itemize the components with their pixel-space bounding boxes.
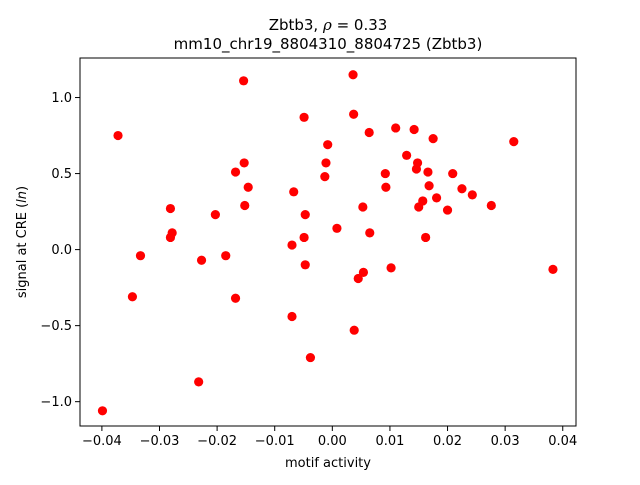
y-tick-label: 0.5 <box>51 167 72 182</box>
data-point <box>165 203 176 214</box>
data-point <box>243 182 253 192</box>
data-point <box>548 264 558 274</box>
data-point <box>167 228 177 238</box>
data-point <box>287 311 297 322</box>
x-tick-label: 0.00 <box>318 434 347 449</box>
data-point <box>113 130 123 141</box>
data-point <box>221 251 231 261</box>
data-point <box>135 251 146 261</box>
data-point <box>196 255 207 265</box>
x-tick-label: 0.02 <box>433 434 462 449</box>
data-point <box>127 292 138 302</box>
y-tick-label: 0.0 <box>51 243 72 258</box>
data-point <box>289 187 299 197</box>
data-point <box>300 210 310 220</box>
data-point <box>194 377 204 387</box>
data-point <box>230 167 241 177</box>
data-point <box>300 260 310 270</box>
data-point <box>431 193 442 203</box>
data-point <box>305 352 316 363</box>
chart-title-line2: mm10_chr19_8804310_8804725 (Zbtb3) <box>174 35 483 54</box>
data-point <box>320 172 330 182</box>
y-tick-label: 1.0 <box>51 91 72 106</box>
data-point <box>210 210 220 220</box>
data-point <box>364 127 374 138</box>
data-point <box>421 232 431 243</box>
data-point <box>349 325 359 335</box>
data-point <box>349 109 359 119</box>
data-point <box>457 184 467 194</box>
data-point <box>365 228 375 238</box>
chart-title-line1: Zbtb3, ρ = 0.33 <box>269 16 388 34</box>
data-point <box>287 240 297 250</box>
x-tick-label: −0.04 <box>82 434 122 449</box>
data-point <box>509 137 519 147</box>
data-point <box>348 70 358 80</box>
data-point <box>423 167 433 177</box>
x-tick-label: −0.03 <box>140 434 180 449</box>
plot-area <box>79 57 577 427</box>
y-tick-label: −0.5 <box>40 319 72 334</box>
data-point <box>428 134 438 144</box>
data-point <box>323 140 333 150</box>
x-tick-label: 0.03 <box>491 434 520 449</box>
y-axis-label: signal at CRE (ln) <box>15 186 30 298</box>
x-tick-label: −0.02 <box>197 434 237 449</box>
data-point <box>442 205 453 215</box>
data-point <box>358 202 368 212</box>
data-point <box>402 150 412 160</box>
data-point <box>353 273 363 284</box>
data-point <box>381 182 391 192</box>
data-point <box>380 168 390 179</box>
x-axis-ticks: −0.04 −0.03 −0.02 −0.01 0.00 0.01 0.02 0.03 0.04 <box>82 426 577 449</box>
data-point <box>230 293 241 303</box>
data-point <box>332 223 342 233</box>
data-point <box>386 263 396 273</box>
data-point <box>486 200 496 211</box>
y-axis-ticks: −1.0 −0.5 0.0 0.5 1.0 <box>40 91 80 410</box>
y-tick-label: −1.0 <box>40 395 72 410</box>
x-tick-label: −0.01 <box>255 434 295 449</box>
data-point <box>358 267 369 278</box>
x-tick-label: 0.01 <box>375 434 404 449</box>
data-point <box>299 112 309 122</box>
data-point <box>409 124 419 135</box>
data-point <box>467 190 477 200</box>
data-point <box>412 158 423 168</box>
data-point <box>240 200 250 211</box>
data-point <box>239 76 249 86</box>
data-point <box>321 158 331 168</box>
x-axis-label: motif activity <box>285 456 371 471</box>
x-tick-label: 0.04 <box>548 434 577 449</box>
data-point <box>448 168 458 179</box>
data-point <box>424 181 434 191</box>
data-point <box>391 123 401 133</box>
data-point <box>97 406 108 416</box>
axes-frame <box>79 57 577 427</box>
data-point <box>239 158 249 168</box>
data-point <box>418 196 428 206</box>
data-point <box>299 232 309 243</box>
data-points <box>97 70 558 416</box>
